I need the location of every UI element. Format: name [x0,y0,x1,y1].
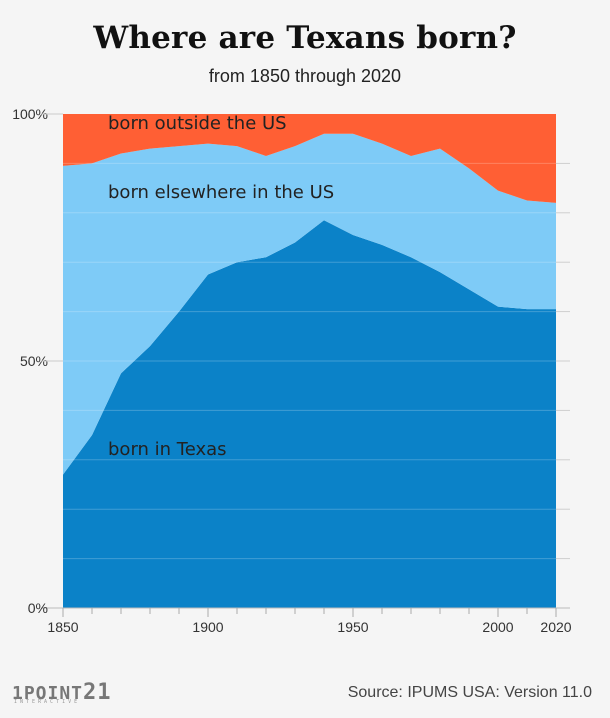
x-tick-label: 2020 [540,619,571,635]
series-label-born-in-texas: born in Texas [108,439,227,460]
chart-subtitle: from 1850 through 2020 [208,66,402,86]
area-born-outside-the-us [63,114,556,203]
x-tick-label: 1850 [47,619,78,635]
series-label-born-outside-the-us: born outside the US [108,113,287,134]
y-tick-label: 0% [28,600,48,616]
x-tick-label: 1950 [337,619,368,635]
brand-logo: 1POINT21 INTERACTIVE [12,680,112,705]
source-note: Source: IPUMS USA: Version 11.0 [347,684,592,701]
x-tick-label: 2000 [482,619,513,635]
area-born-in-texas [63,220,556,608]
area-born-elsewhere-in-the-us [63,133,556,475]
chart-title: Where are Texans born? [93,20,517,56]
logo-text: 1POINT [12,683,84,704]
y-tick-label: 50% [20,353,48,369]
y-tick-label: 100% [12,106,48,122]
x-tick-label: 1900 [192,619,223,635]
logo-number: 21 [83,680,112,705]
series-label-born-elsewhere-in-the-us: born elsewhere in the US [108,182,334,203]
logo-subtext: INTERACTIVE [14,699,81,705]
